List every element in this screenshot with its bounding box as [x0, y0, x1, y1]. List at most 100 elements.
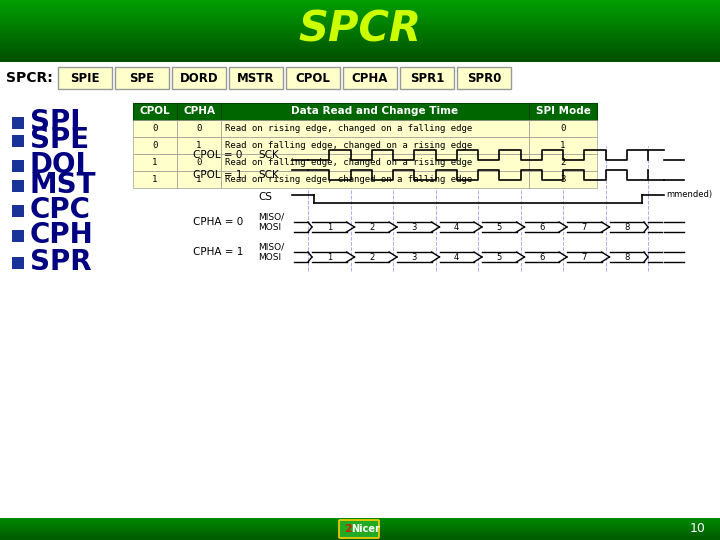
- Bar: [0, 21, 720, 22]
- Bar: [0, 10, 720, 11]
- Bar: [133, 120, 177, 137]
- Bar: [0, 16, 720, 17]
- Bar: [0, 11, 720, 12]
- Bar: [0, 528, 720, 529]
- Text: MOSI: MOSI: [258, 222, 281, 232]
- Bar: [221, 103, 529, 120]
- Text: MISO/: MISO/: [258, 213, 284, 221]
- Text: CPOL: CPOL: [140, 106, 171, 117]
- Bar: [221, 154, 529, 171]
- Text: 1: 1: [327, 253, 332, 261]
- Text: MST: MST: [30, 171, 96, 199]
- Bar: [0, 519, 720, 520]
- Bar: [0, 53, 720, 54]
- Bar: [0, 33, 720, 34]
- Text: SCK: SCK: [258, 170, 279, 180]
- Bar: [0, 44, 720, 45]
- Bar: [221, 120, 529, 137]
- Text: MOSI: MOSI: [258, 253, 281, 261]
- Text: 2: 2: [369, 253, 374, 261]
- Bar: [0, 22, 720, 23]
- Bar: [0, 7, 720, 8]
- Bar: [0, 34, 720, 35]
- Bar: [177, 103, 221, 120]
- Bar: [0, 1, 720, 2]
- Bar: [0, 45, 720, 46]
- Bar: [0, 47, 720, 48]
- Text: 1: 1: [327, 222, 332, 232]
- Bar: [0, 42, 720, 43]
- Bar: [0, 0, 720, 1]
- Bar: [529, 154, 597, 171]
- Text: CS: CS: [258, 192, 272, 202]
- Text: 3: 3: [412, 222, 417, 232]
- Text: SPI Mode: SPI Mode: [536, 106, 590, 117]
- Text: 0: 0: [197, 158, 202, 167]
- Text: 5: 5: [497, 253, 502, 261]
- Bar: [457, 67, 511, 89]
- Text: SPR1: SPR1: [410, 71, 444, 84]
- Bar: [0, 524, 720, 525]
- Bar: [0, 529, 720, 530]
- Bar: [529, 171, 597, 188]
- Bar: [0, 537, 720, 538]
- Bar: [0, 18, 720, 19]
- Text: Data Read and Change Time: Data Read and Change Time: [292, 106, 459, 117]
- Bar: [0, 48, 720, 49]
- Bar: [0, 46, 720, 47]
- Bar: [12, 117, 24, 129]
- Bar: [115, 67, 169, 89]
- Text: 3: 3: [560, 175, 566, 184]
- Bar: [0, 24, 720, 25]
- Text: Read on rising edge, changed on a falling edge: Read on rising edge, changed on a fallin…: [225, 124, 472, 133]
- Bar: [177, 171, 221, 188]
- Bar: [0, 3, 720, 4]
- Text: 0: 0: [153, 124, 158, 133]
- Bar: [221, 137, 529, 154]
- Bar: [0, 37, 720, 38]
- Bar: [0, 25, 720, 26]
- Bar: [0, 531, 720, 532]
- Text: mmended): mmended): [666, 190, 712, 199]
- Bar: [0, 8, 720, 9]
- Text: SPE: SPE: [130, 71, 155, 84]
- Bar: [0, 536, 720, 537]
- Text: DOI: DOI: [30, 151, 86, 179]
- Bar: [12, 257, 24, 269]
- Text: 2: 2: [344, 524, 352, 534]
- Bar: [0, 20, 720, 21]
- Text: 6: 6: [539, 253, 544, 261]
- Bar: [0, 27, 720, 28]
- Bar: [12, 205, 24, 217]
- Text: 0: 0: [560, 124, 566, 133]
- Bar: [0, 525, 720, 526]
- Bar: [529, 103, 597, 120]
- Bar: [12, 135, 24, 147]
- Bar: [0, 9, 720, 10]
- Text: 5: 5: [497, 222, 502, 232]
- Text: CPOL = 0: CPOL = 0: [193, 150, 243, 160]
- Bar: [0, 58, 720, 59]
- Bar: [0, 4, 720, 5]
- Bar: [0, 28, 720, 29]
- Bar: [0, 530, 720, 531]
- Bar: [0, 57, 720, 58]
- Text: 7: 7: [582, 222, 587, 232]
- Text: MSTR: MSTR: [238, 71, 275, 84]
- Bar: [0, 6, 720, 7]
- Bar: [0, 534, 720, 535]
- Text: 0: 0: [153, 141, 158, 150]
- Bar: [177, 120, 221, 137]
- Text: SPCR: SPCR: [299, 8, 421, 50]
- Bar: [0, 5, 720, 6]
- Bar: [286, 67, 340, 89]
- Text: CPHA = 1: CPHA = 1: [193, 247, 243, 257]
- Text: 2: 2: [560, 158, 566, 167]
- Bar: [0, 26, 720, 27]
- Bar: [133, 103, 177, 120]
- Bar: [133, 137, 177, 154]
- Bar: [529, 120, 597, 137]
- Bar: [0, 538, 720, 539]
- Bar: [177, 154, 221, 171]
- Bar: [529, 137, 597, 154]
